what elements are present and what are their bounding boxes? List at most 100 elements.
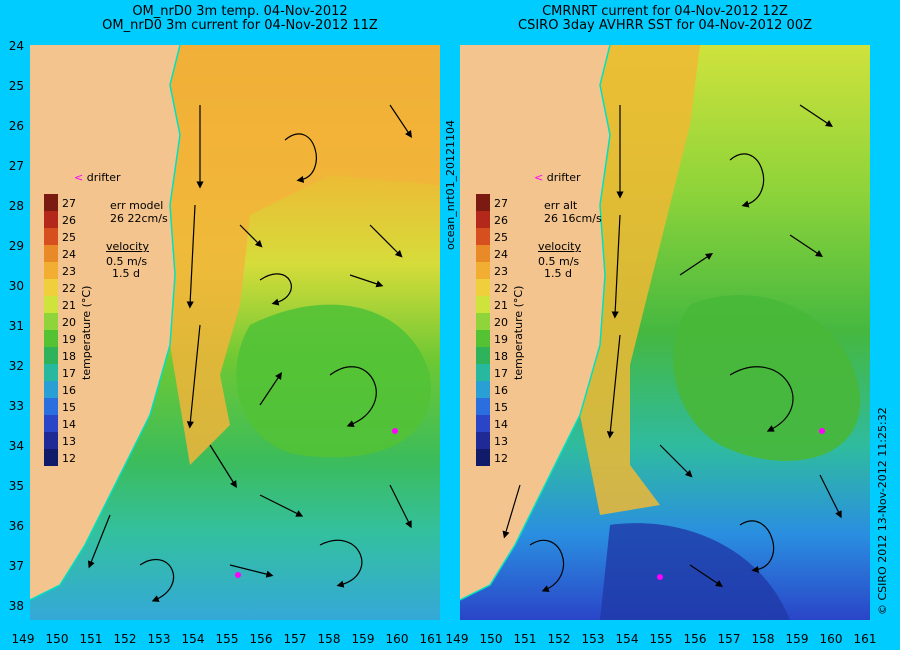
- color-swatch: [44, 398, 58, 415]
- color-swatch: [44, 245, 58, 262]
- lon-tick: 154: [181, 632, 205, 646]
- lon-tick: 158: [751, 632, 775, 646]
- colorbar-tick: 16: [494, 384, 508, 397]
- lat-tick: 34: [8, 439, 24, 453]
- right-title-line1: CMRNRT current for 04-Nov-2012 12Z: [542, 4, 788, 19]
- lat-tick: 30: [8, 279, 24, 293]
- color-swatch: [44, 194, 58, 211]
- colorbar-tick: 13: [494, 435, 508, 448]
- velocity-duration: 1.5 d: [544, 267, 572, 280]
- color-swatch: [44, 449, 58, 466]
- lon-tick: 159: [351, 632, 375, 646]
- sea-area: [460, 45, 870, 620]
- left-title-line1: OM_nrD0 3m temp. 04-Nov-2012: [132, 4, 348, 19]
- colorbar-tick: 25: [62, 231, 76, 244]
- lon-tick: 160: [819, 632, 843, 646]
- drifter-legend: < drifter: [74, 172, 121, 184]
- colorbar-tick: 23: [62, 265, 76, 278]
- color-swatch: [476, 432, 490, 449]
- color-swatch: [476, 296, 490, 313]
- lat-tick: 26: [8, 119, 24, 133]
- lon-tick: 151: [513, 632, 537, 646]
- colorbar-tick: 12: [62, 452, 76, 465]
- lat-tick: 24: [8, 39, 24, 53]
- color-swatch: [44, 211, 58, 228]
- lat-tick: 33: [8, 399, 24, 413]
- velocity-legend: velocity: [106, 240, 149, 253]
- color-swatch: [476, 364, 490, 381]
- colorbar-tick: 18: [62, 350, 76, 363]
- color-swatch: [476, 245, 490, 262]
- lon-tick: 156: [249, 632, 273, 646]
- velocity-legend: velocity: [538, 240, 581, 253]
- colorbar-tick: 23: [494, 265, 508, 278]
- right-title-line2: CSIRO 3day AVHRR SST for 04-Nov-2012 00Z: [518, 18, 812, 33]
- colorbar-tick: 20: [62, 316, 76, 329]
- sea-area: [30, 45, 440, 620]
- drifter-marker: [235, 572, 241, 578]
- cool-eddy: [673, 295, 861, 461]
- lon-tick: 150: [479, 632, 503, 646]
- lon-tick: 153: [147, 632, 171, 646]
- dataset-side-label: ocean_nrt01_20121104: [444, 119, 457, 250]
- lon-tick: 152: [113, 632, 137, 646]
- colorbar-tick: 19: [494, 333, 508, 346]
- lon-tick: 155: [649, 632, 673, 646]
- color-swatch: [44, 228, 58, 245]
- velocity-speed: 0.5 m/s: [106, 255, 148, 268]
- drifter-legend-icon: <: [74, 171, 84, 184]
- colorbar-tick: 26: [62, 214, 76, 227]
- left-colorbar-swatches: [44, 194, 58, 466]
- color-swatch: [44, 262, 58, 279]
- colorbar-tick: 22: [494, 282, 508, 295]
- colorbar-tick: 20: [494, 316, 508, 329]
- lon-tick: 151: [79, 632, 103, 646]
- warm-tongue: [580, 45, 700, 515]
- color-swatch: [44, 364, 58, 381]
- drifter-marker: [819, 428, 825, 434]
- lat-tick: 36: [8, 519, 24, 533]
- lat-tick: 31: [8, 319, 24, 333]
- color-swatch: [476, 398, 490, 415]
- lon-tick: 161: [853, 632, 877, 646]
- colorbar-tick: 17: [494, 367, 508, 380]
- lat-tick: 32: [8, 359, 24, 373]
- lat-tick: 38: [8, 599, 24, 613]
- drifter-legend-icon: <: [534, 171, 544, 184]
- colorbar-tick: 21: [494, 299, 508, 312]
- color-swatch: [476, 330, 490, 347]
- lon-tick: 153: [581, 632, 605, 646]
- color-swatch: [476, 194, 490, 211]
- color-swatch: [476, 449, 490, 466]
- lon-tick: 158: [317, 632, 341, 646]
- current-vectors: [502, 104, 842, 592]
- right-map-panel[interactable]: [460, 45, 870, 620]
- lat-tick: 35: [8, 479, 24, 493]
- color-swatch: [44, 279, 58, 296]
- lon-tick: 149: [445, 632, 469, 646]
- velocity-speed: 0.5 m/s: [538, 255, 580, 268]
- lon-tick: 160: [385, 632, 409, 646]
- color-swatch: [476, 415, 490, 432]
- coastline: [30, 45, 181, 601]
- right-colorbar-swatches: [476, 194, 490, 466]
- cool-eddy: [236, 304, 431, 458]
- err-title: err alt: [544, 199, 578, 212]
- color-swatch: [476, 228, 490, 245]
- colorbar-tick: 13: [62, 435, 76, 448]
- color-swatch: [476, 262, 490, 279]
- credit-label: © CSIRO 2012 13-Nov-2012 11:25:32: [876, 407, 889, 615]
- colorbar-tick: 22: [62, 282, 76, 295]
- color-swatch: [476, 279, 490, 296]
- left-title-line2: OM_nrD0 3m current for 04-Nov-2012 11Z: [102, 18, 378, 33]
- left-colorbar: 27 26 25 24 23 22 21 20 19 18 17 16 15 1…: [44, 194, 76, 466]
- colorbar-tick: 25: [494, 231, 508, 244]
- left-map-panel[interactable]: [30, 45, 440, 620]
- colorbar-tick: 14: [494, 418, 508, 431]
- lon-tick: 154: [615, 632, 639, 646]
- color-swatch: [476, 211, 490, 228]
- color-swatch: [44, 330, 58, 347]
- drifter-marker: [392, 428, 398, 434]
- err-title: err model: [110, 199, 164, 212]
- cold-patch: [600, 523, 790, 620]
